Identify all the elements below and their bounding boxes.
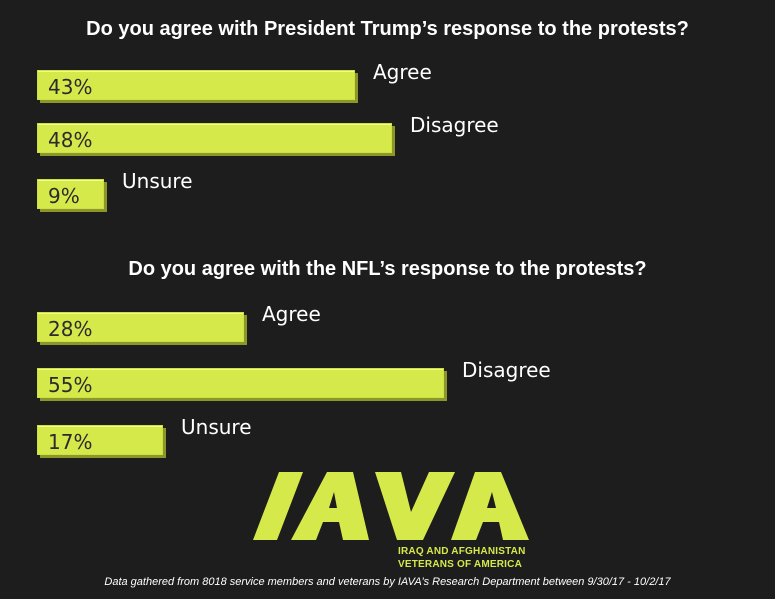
chart-title-trump: Do you agree with President Trump’s resp…: [86, 18, 689, 40]
logo-text-line-1: IRAQ AND AFGHANISTAN: [398, 546, 526, 557]
bar-agree: 28%: [37, 312, 244, 342]
bar-value-label: 43%: [48, 75, 93, 99]
bar-unsure: 9%: [37, 179, 104, 209]
logo-text-line-2: VETERANS OF AMERICA: [398, 559, 522, 570]
bar-category-label: Unsure: [122, 169, 193, 193]
bar-value-label: 9%: [48, 184, 80, 208]
bar-category-label: Unsure: [181, 415, 252, 439]
bar-unsure: 17%: [37, 425, 163, 455]
bar-agree: 43%: [37, 70, 355, 100]
iava-logo: [253, 472, 529, 540]
bar-category-label: Disagree: [462, 358, 551, 382]
logo-letter-i: [253, 472, 303, 540]
bar-value-label: 28%: [48, 317, 93, 341]
bar-value-label: 48%: [48, 128, 93, 152]
bar-value-label: 17%: [48, 430, 93, 454]
bar-category-label: Agree: [262, 302, 321, 326]
source-footnote: Data gathered from 8018 service members …: [104, 576, 671, 588]
logo-letter-v: [375, 472, 455, 540]
bar-category-label: Agree: [373, 60, 432, 84]
bar-category-label: Disagree: [410, 113, 499, 137]
bar-value-label: 55%: [48, 373, 93, 397]
chart-title-nfl: Do you agree with the NFL’s response to …: [128, 258, 647, 280]
bar-disagree: 55%: [37, 368, 444, 398]
bar-disagree: 48%: [37, 123, 392, 153]
